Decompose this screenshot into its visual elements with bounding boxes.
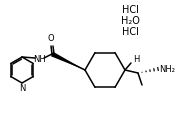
Polygon shape bbox=[51, 52, 85, 70]
Text: H: H bbox=[133, 55, 139, 64]
Text: NH: NH bbox=[33, 55, 45, 64]
Text: N: N bbox=[19, 84, 25, 93]
Text: H₂O: H₂O bbox=[121, 16, 139, 26]
Text: HCl: HCl bbox=[122, 27, 138, 37]
Text: O: O bbox=[48, 34, 54, 43]
Text: HCl: HCl bbox=[122, 5, 138, 15]
Text: NH₂: NH₂ bbox=[159, 64, 175, 74]
